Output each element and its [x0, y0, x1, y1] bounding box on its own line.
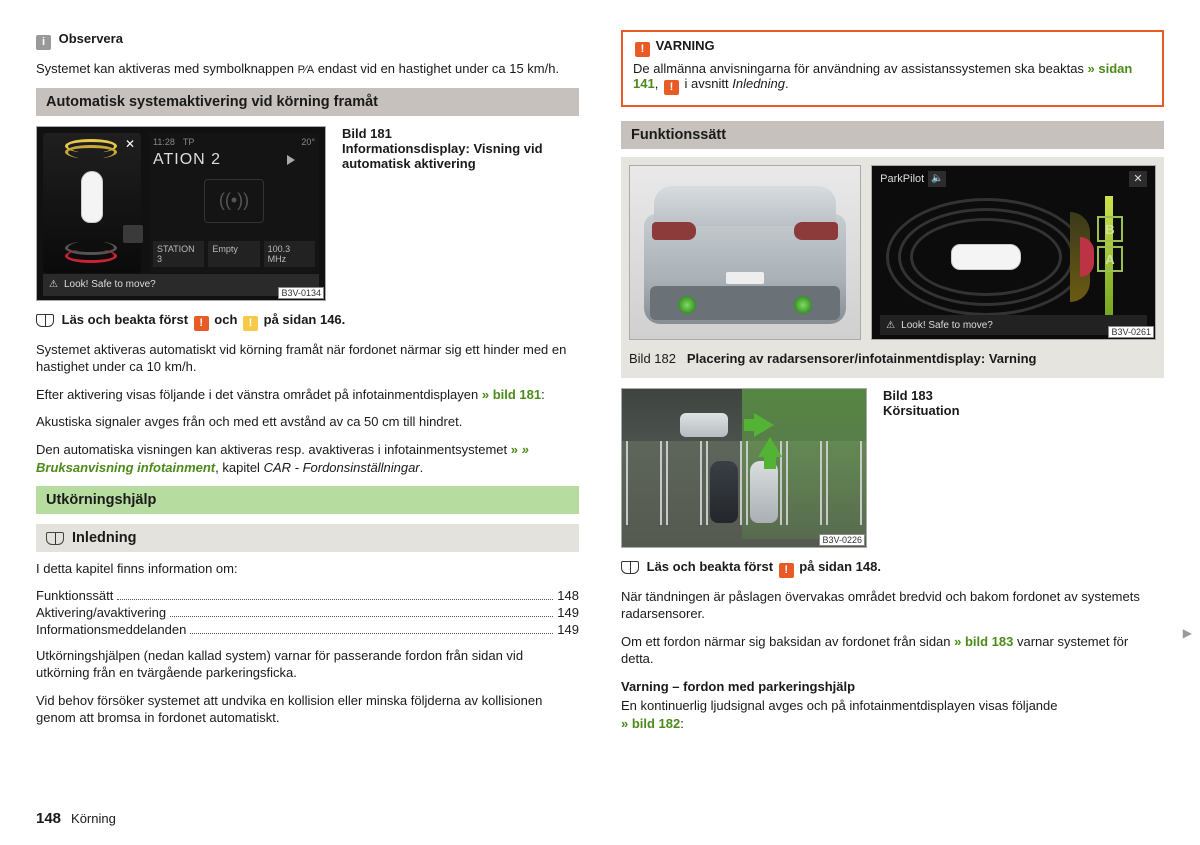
info-icon: i	[36, 35, 51, 50]
figure-182-left	[629, 165, 861, 340]
marker-b: B	[1097, 216, 1123, 242]
speaker-icon	[123, 225, 143, 243]
figure-181-caption: Informationsdisplay: Visning vid automat…	[342, 141, 579, 171]
para-acoustic: Akustiska signaler avges från och med et…	[36, 413, 579, 431]
speaker-icon: 🔈	[928, 171, 946, 187]
figure-182-right: ParkPilot 🔈 ✕ B	[871, 165, 1156, 340]
link-infotainment[interactable]: »	[511, 442, 522, 457]
figure-182-caption: Bild 182 Placering av radarsensorer/info…	[629, 350, 1156, 368]
read-first-146: Läs och beakta först ! och ! på sidan 14…	[36, 311, 579, 331]
link-bild-181[interactable]: » bild 181	[482, 387, 541, 402]
observe-body: Systemet kan aktiveras med symbolknappen…	[36, 60, 579, 78]
observe-heading: i Observera	[36, 30, 579, 50]
para-reverse-desc: Utkörningshjälpen (nedan kallad system) …	[36, 647, 579, 682]
figure-181-label: Bild 181	[342, 126, 579, 141]
warning-triangle-icon: ⚠	[49, 279, 58, 290]
link-bild-182[interactable]: » bild 182	[621, 716, 680, 731]
toc-item[interactable]: Aktivering/avaktivering	[36, 605, 166, 620]
toc-intro: I detta kapitel finns information om:	[36, 560, 579, 578]
para-after-activation: Efter aktivering visas följande i det vä…	[36, 386, 579, 404]
para-approach: Om ett fordon närmar sig baksidan av for…	[621, 633, 1164, 668]
figure-181: ✕ 11:28 TP 20°	[36, 126, 326, 301]
figure-183-label: Bild 183	[883, 388, 1164, 403]
warning-triangle-icon: ⚠	[886, 320, 895, 331]
book-icon	[621, 561, 639, 574]
book-icon	[46, 532, 64, 545]
section-auto-activation: Automatisk systemaktivering vid körning …	[36, 88, 579, 116]
section-reverse-assist: Utkörningshjälp	[36, 486, 579, 514]
read-first-148: Läs och beakta först ! på sidan 148.	[621, 558, 1164, 578]
page-footer: 148Körning	[36, 810, 116, 827]
toc-item[interactable]: Informationsmeddelanden	[36, 622, 186, 637]
para-warning-body: En kontinuerlig ljudsignal avges och på …	[621, 697, 1164, 732]
close-icon: ✕	[1129, 171, 1147, 187]
para-auto-display: Den automatiska visningen kan aktiveras …	[36, 441, 579, 476]
continue-indicator-icon: ▶	[1183, 626, 1192, 640]
marker-a: A	[1097, 246, 1123, 272]
figure-code: B3V-0261	[1108, 326, 1154, 338]
warning-box: ! VARNING De allmänna anvisningarna för …	[621, 30, 1164, 107]
warning-icon: !	[635, 42, 650, 57]
figure-code: B3V-0134	[278, 287, 324, 299]
figure-183: B3V-0226	[621, 388, 867, 548]
toc: Funktionssätt148 Aktivering/avaktivering…	[36, 588, 579, 637]
toc-item[interactable]: Funktionssätt	[36, 588, 113, 603]
link-bild-183[interactable]: » bild 183	[954, 634, 1013, 649]
close-icon: ✕	[121, 135, 139, 153]
book-icon	[36, 314, 54, 327]
section-functioning: Funktionssätt	[621, 121, 1164, 149]
figure-code: B3V-0226	[819, 534, 865, 546]
figure-183-caption: Körsituation	[883, 403, 1164, 418]
para-activation: Systemet aktiveras automatiskt vid körni…	[36, 341, 579, 376]
para-ignition: När tändningen är påslagen övervakas omr…	[621, 588, 1164, 623]
para-collision: Vid behov försöker systemet att undvika …	[36, 692, 579, 727]
subsection-intro: Inledning	[36, 524, 579, 552]
para-warning-heading: Varning – fordon med parkeringshjälp	[621, 678, 1164, 696]
